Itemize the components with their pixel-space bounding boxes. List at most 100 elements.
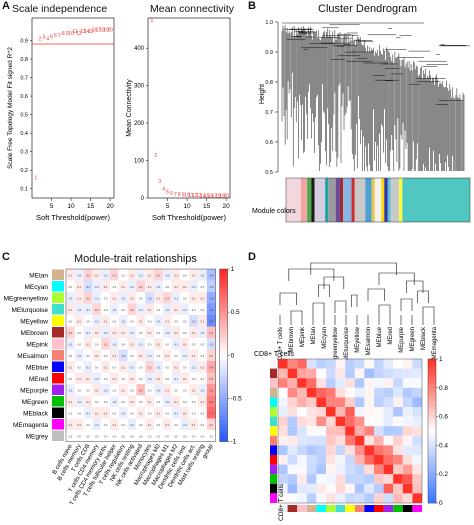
adjacency-cell (354, 493, 365, 503)
correlation-cell (145, 326, 154, 338)
correlation-cell (136, 430, 146, 442)
correlation-cell (127, 280, 137, 292)
correlation-value: 0.0 (139, 400, 143, 404)
correlation-value: -0.7 (209, 319, 214, 323)
adjacency-cell (278, 483, 288, 494)
correlation-value: 0.2 (130, 308, 134, 312)
correlation-cell (136, 372, 146, 384)
correlation-value: 0.1 (113, 377, 117, 381)
scale-point: 14 (84, 29, 90, 35)
adjacency-cell (278, 397, 288, 407)
adjacency-cell (374, 474, 384, 484)
correlation-value: 0.0 (183, 273, 187, 277)
correlation-value: 0.0 (174, 423, 178, 427)
correlation-value: 0.1 (104, 285, 108, 289)
correlation-value: 0.1 (113, 331, 117, 335)
correlation-cell (154, 280, 163, 292)
correlation-cell (180, 384, 190, 396)
module-row-label: MEpurple (20, 387, 48, 394)
module-color-segment (381, 178, 385, 222)
module-row-label: MEred (29, 376, 49, 383)
correlation-value: 0.6 (209, 400, 213, 404)
correlation-value: 0.0 (86, 423, 90, 427)
correlation-value: -0.1 (139, 308, 144, 312)
scale-y-label: Scale Free Topology Model Fit signed R^2 (7, 47, 14, 169)
correlation-value: -0.1 (95, 319, 100, 323)
panel-a-letter: A (2, 0, 10, 12)
correlation-cell (127, 361, 137, 373)
adjacency-cell (326, 416, 336, 427)
correlation-value: 0.0 (174, 434, 178, 438)
module-swatch (52, 315, 64, 326)
correlation-cell (101, 315, 110, 327)
adjacency-cell (316, 455, 326, 465)
correlation-cell (74, 361, 84, 373)
correlation-cell (136, 280, 146, 292)
scale-y-tick: 0.6 (20, 94, 28, 100)
adjacency-cell (412, 397, 422, 407)
correlation-value: -0.1 (95, 296, 100, 300)
module-color-segment (335, 178, 340, 222)
eigengene-label: MEblack (421, 326, 427, 350)
module-swatch (52, 350, 64, 361)
correlation-cell (136, 349, 146, 361)
adjacency-cell (402, 435, 413, 446)
adjacency-cell (374, 416, 384, 427)
correlation-value: 0.1 (86, 377, 90, 381)
adjacency-cell (364, 435, 374, 446)
correlation-cell (118, 269, 128, 281)
module-row-label: MEblue (26, 364, 48, 371)
correlation-value: 0.0 (201, 411, 205, 415)
correlation-cell (171, 384, 181, 396)
correlation-value: 0.0 (201, 434, 205, 438)
correlation-value: -0.2 (86, 285, 91, 289)
correlation-cell (198, 395, 207, 407)
correlation-value: 0.0 (130, 319, 134, 323)
correlation-value: 0.1 (192, 388, 196, 392)
correlation-cell (154, 361, 163, 373)
adjacency-cell (316, 378, 326, 388)
correlation-value: 0.1 (174, 400, 178, 404)
correlation-cell (118, 372, 128, 384)
correlation-value: -0.1 (183, 354, 188, 358)
correlation-cell (118, 303, 128, 315)
correlation-value: 0.1 (95, 354, 99, 358)
correlation-cell (189, 315, 198, 327)
correlation-value: 0.1 (121, 331, 125, 335)
correlation-cell (154, 303, 163, 315)
correlation-cell (154, 407, 163, 419)
module-color-segment (374, 178, 382, 222)
adjacency-cell (364, 426, 374, 436)
correlation-cell (154, 292, 163, 304)
correlation-cell (162, 338, 172, 350)
adjacency-cell (354, 416, 365, 427)
correlation-value: 0.1 (121, 285, 125, 289)
correlation-cell (110, 372, 119, 384)
adjacency-cell (278, 368, 288, 379)
correlation-cell (127, 269, 137, 281)
connectivity-point: 7 (174, 192, 177, 198)
adjacency-cell (345, 407, 355, 417)
adjacency-cell (326, 435, 336, 446)
adjacency-cell (297, 387, 307, 398)
correlation-cell (127, 303, 137, 315)
scale-point: 6 (54, 33, 57, 39)
adjacency-cell (287, 464, 298, 475)
correlation-value: 0.0 (113, 434, 117, 438)
correlation-cell (101, 418, 110, 430)
module-color-segment (390, 178, 400, 222)
correlation-cell (83, 349, 93, 361)
adjacency-cell (297, 483, 307, 494)
correlation-value: 0.1 (69, 365, 73, 369)
correlation-value: -0.1 (165, 273, 170, 277)
correlation-value: 0.1 (86, 400, 90, 404)
module-strip-cell (270, 378, 277, 388)
adjacency-cell (383, 493, 394, 503)
correlation-value: -0.1 (174, 342, 179, 346)
adjacency-cell (354, 455, 365, 465)
correlation-value: 0.1 (148, 331, 152, 335)
correlation-value: 0.1 (174, 285, 178, 289)
correlation-cell (66, 338, 75, 350)
correlation-cell (92, 303, 102, 315)
correlation-cell (127, 315, 137, 327)
